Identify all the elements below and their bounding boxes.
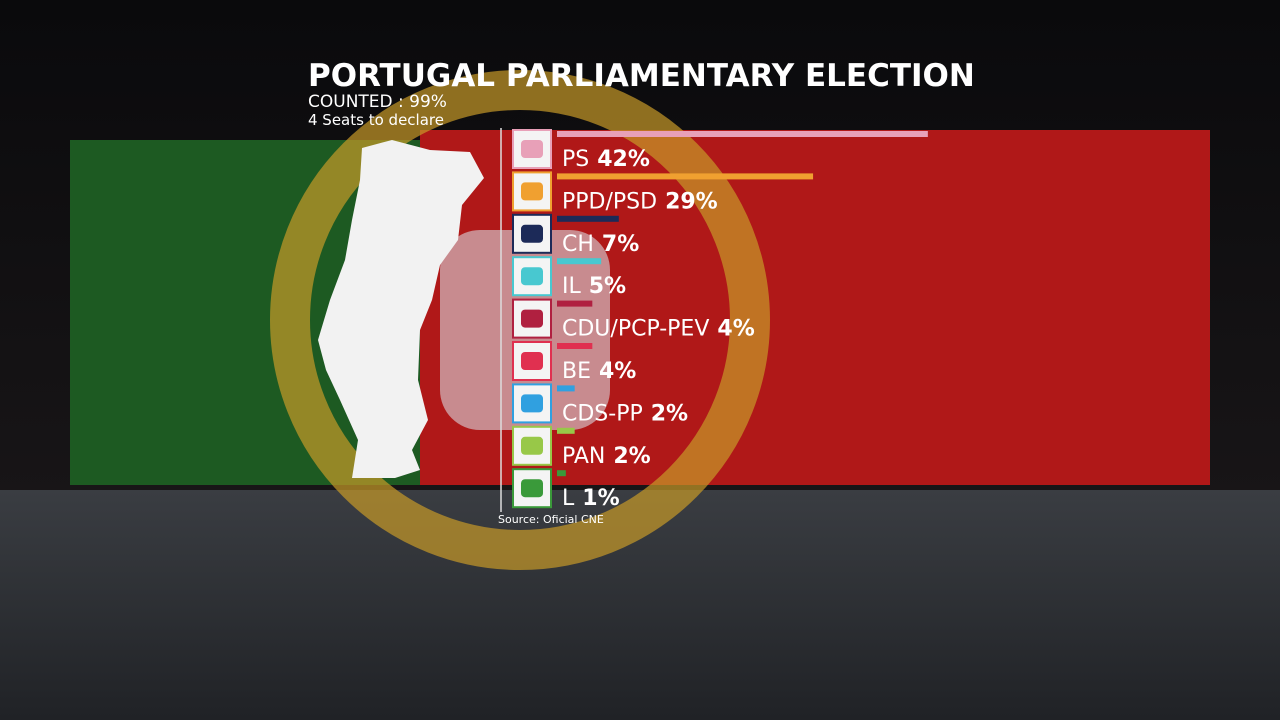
party-logo-mark [521, 352, 543, 370]
category-label: IL [562, 274, 581, 299]
party-logo-mark [521, 479, 543, 498]
party-logo-mark [521, 224, 543, 243]
bar [557, 385, 575, 392]
party-logo-mark [521, 309, 543, 328]
chart-title: PORTUGAL PARLIAMENTARY ELECTION [308, 58, 975, 94]
party-logo-mark [521, 394, 543, 413]
source: Source: Oficial CNE [498, 513, 604, 526]
bar [557, 470, 566, 477]
category-label: BE [562, 359, 591, 384]
value-label: 4% [599, 359, 636, 384]
value-label: 1% [582, 486, 619, 511]
category-label: PS [562, 147, 589, 172]
category-label: L [562, 486, 575, 511]
party-logo-mark [521, 436, 543, 455]
party-logo-mark [521, 140, 543, 158]
value-label: 29% [665, 189, 718, 214]
category-label: CDS-PP [562, 401, 643, 426]
bar [557, 343, 593, 349]
bar [557, 131, 928, 137]
value-label: 42% [597, 147, 650, 172]
category-label: CDU/PCP-PEV [562, 317, 709, 342]
value-label: 2% [651, 401, 688, 426]
category-label: PPD/PSD [562, 189, 657, 214]
party-logo [512, 256, 552, 297]
bar [557, 215, 619, 222]
value-label: 2% [613, 444, 650, 469]
category-label: CH [562, 232, 594, 257]
value-label: 7% [602, 232, 639, 257]
party-logo-mark [521, 267, 543, 286]
bar [557, 173, 814, 180]
value-label: 4% [717, 317, 754, 342]
party-logo-mark [521, 182, 543, 201]
note: 4 Seats to declare [308, 111, 444, 129]
portugal-map [318, 140, 484, 478]
bar [557, 427, 575, 434]
flag-emblem [270, 70, 770, 570]
bar [557, 300, 593, 307]
subtitle: COUNTED : 99% [308, 92, 447, 112]
value-label: 5% [589, 274, 626, 299]
category-label: PAN [562, 444, 605, 469]
bar [557, 258, 602, 265]
